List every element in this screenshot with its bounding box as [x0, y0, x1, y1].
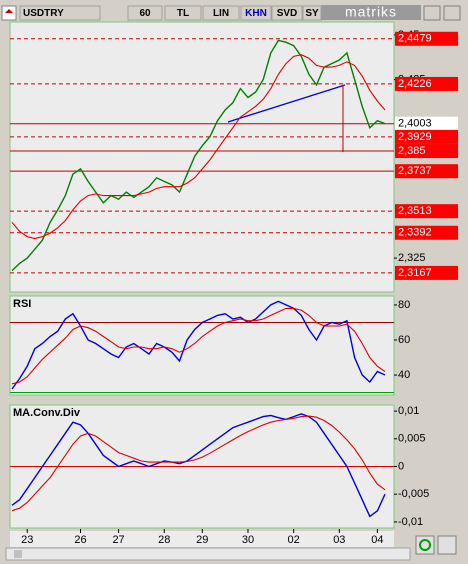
- x-axis-area: [10, 531, 394, 547]
- x-tick-label: 28: [158, 534, 170, 546]
- logo-box: [321, 5, 421, 20]
- scrollbar[interactable]: [5, 547, 411, 561]
- level-label: 2,3167: [398, 267, 432, 279]
- toolbar-button-label: LIN: [213, 8, 229, 19]
- level-label: 2,3737: [398, 165, 432, 177]
- series-line: [11, 300, 386, 390]
- level-label-box: [395, 225, 458, 240]
- x-tick-label: 04: [371, 534, 383, 546]
- x-tick-label: 02: [288, 534, 300, 546]
- x-tick-label: 30: [242, 534, 254, 546]
- level-label-box: [395, 116, 458, 131]
- level-label: 2,3513: [398, 205, 432, 217]
- level-label: 2,4479: [398, 33, 432, 45]
- series-line: [11, 39, 386, 272]
- toolbar-button-label: KHN: [245, 8, 267, 19]
- pane-title: RSI: [13, 298, 31, 310]
- logo: matriks: [345, 4, 397, 20]
- y-tick-label: -0,005: [398, 488, 429, 500]
- level-label-box: [395, 31, 458, 46]
- toolbar-button-label: SVD: [277, 8, 298, 19]
- level-label: 2,4003: [398, 118, 432, 130]
- level-label: 2,4226: [398, 78, 432, 90]
- level-label: 2,3392: [398, 227, 432, 239]
- series-line: [11, 415, 386, 512]
- series-line: [11, 307, 386, 385]
- y-tick-label: 0,01: [398, 405, 419, 417]
- y-tick-label: 80: [398, 299, 410, 311]
- y-tick-label: 0,005: [398, 433, 426, 445]
- level-label-box: [395, 129, 458, 144]
- toolbar-button-label: USDTRY: [23, 8, 64, 19]
- toolbar-button[interactable]: [164, 5, 202, 21]
- x-tick-label: 29: [196, 534, 208, 546]
- refresh-icon: [419, 539, 431, 551]
- level-label-box: [395, 164, 458, 179]
- toolbar-button-label: TL: [177, 8, 189, 19]
- settings-button[interactable]: [437, 535, 457, 555]
- y-tick-label: 2,325: [398, 252, 426, 264]
- toolbar-button-label: 60: [139, 8, 151, 19]
- level-label-box: [395, 204, 458, 219]
- level-label: 2,385: [398, 145, 426, 157]
- price-pane: [9, 21, 395, 293]
- trend-line: [227, 84, 346, 123]
- x-tick-label: 27: [112, 534, 124, 546]
- level-label-box: [395, 265, 458, 280]
- series-line: [11, 413, 386, 518]
- toolbar: [1, 5, 17, 21]
- y-tick-label: 60: [398, 334, 410, 346]
- y-tick-label: -0,01: [398, 516, 423, 528]
- y-tick-label: 0: [398, 460, 404, 472]
- toolbar-button-label: SY: [305, 8, 319, 19]
- pane-title: MA.Conv.Div: [13, 407, 81, 419]
- refresh-button[interactable]: [415, 535, 435, 555]
- rsi-pane: [9, 295, 395, 396]
- window-button[interactable]: [443, 5, 461, 21]
- x-tick-label: 26: [74, 534, 86, 546]
- toolbar-button[interactable]: [202, 5, 240, 21]
- x-tick-label: 03: [333, 534, 345, 546]
- y-tick-label: 40: [398, 369, 410, 381]
- scroll-thumb[interactable]: [14, 550, 22, 558]
- toolbar-button[interactable]: [19, 5, 101, 21]
- x-tick-label: 23: [21, 534, 33, 546]
- toolbar-button[interactable]: [240, 5, 272, 21]
- toolbar-button[interactable]: [127, 5, 163, 21]
- toolbar-button[interactable]: [271, 5, 303, 21]
- level-label: 2,3929: [398, 131, 432, 143]
- menu-icon-glyph: [5, 9, 13, 13]
- series-line: [11, 54, 386, 240]
- level-label-box: [395, 76, 458, 91]
- level-label-box: [395, 144, 458, 159]
- window-button[interactable]: [423, 5, 441, 21]
